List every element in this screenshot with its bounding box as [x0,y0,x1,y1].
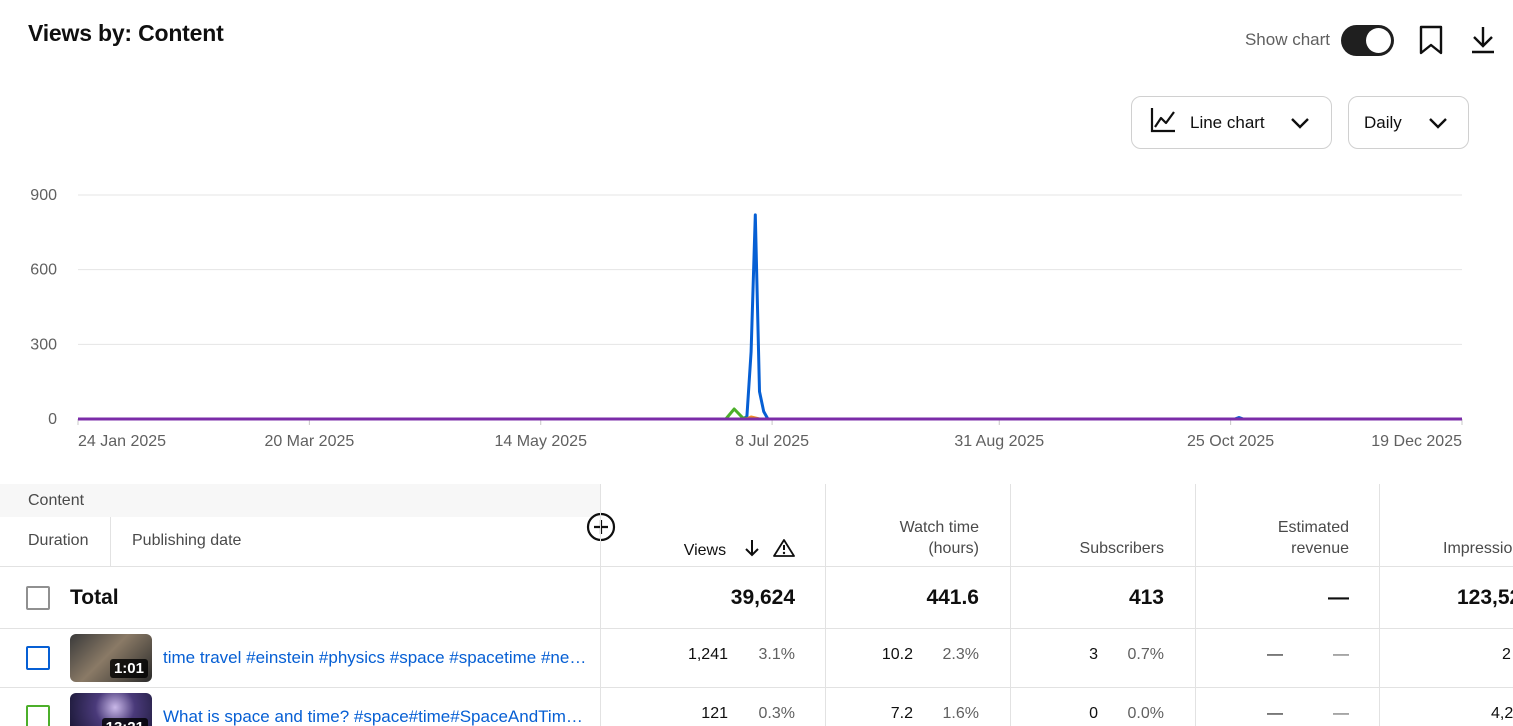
arrow-down-icon [743,538,761,564]
period-dropdown[interactable]: Daily [1348,96,1469,149]
row-checkbox[interactable] [26,646,50,670]
chevron-down-icon [1427,112,1449,139]
views-line-chart: 900 600 300 0 24 Jan 2025 20 Mar 2025 14 May 2… [30,187,1463,450]
watch-time-header[interactable]: Watch time (hours) [899,519,979,557]
video-duration: 1:01 [109,659,148,678]
column-divider [1379,484,1380,726]
duration-header[interactable]: Duration [28,532,89,549]
content-table: Content Duration Publishing date Views W… [0,484,1513,726]
total-revenue: — [1328,586,1349,609]
row-revenue-pct: — [1333,646,1349,663]
row-views: 1,241 [687,646,728,663]
warning-icon[interactable] [773,538,795,564]
x-tick-label: 8 Jul 2025 [735,433,809,450]
chevron-down-icon [1289,112,1311,139]
video-title-link[interactable]: What is space and time? #space#time#Spac… [163,707,591,726]
video-thumbnail[interactable]: 1:01 [70,634,152,682]
x-tick-label: 19 Dec 2025 [1371,433,1462,450]
row-impressions: 2 [1502,646,1511,663]
impressions-header[interactable]: Impressions [1443,540,1513,557]
content-column-header: Content [28,492,85,509]
row-watch-time: 7.2 [890,705,913,722]
show-chart-toggle[interactable] [1341,24,1394,56]
select-all-checkbox[interactable] [26,586,50,610]
x-tick-label: 25 Oct 2025 [1187,433,1274,450]
total-label: Total [70,586,119,609]
row-views-pct: 0.3% [758,705,795,722]
download-icon[interactable] [1468,23,1498,57]
row-views: 121 [701,705,728,722]
row-subscribers: 0 [1089,705,1098,722]
subscribers-header[interactable]: Subscribers [1079,540,1164,557]
column-divider [600,484,601,726]
video-thumbnail[interactable]: 13:21 [70,693,152,726]
row-revenue: — [1267,705,1283,722]
x-tick-label: 14 May 2025 [494,433,587,450]
row-divider [0,628,1513,629]
total-impressions: 123,52 [1457,586,1513,609]
row-subs-pct: 0.7% [1127,646,1164,663]
row-watch-time: 10.2 [881,646,913,663]
row-revenue-pct: — [1333,705,1349,722]
row-subscribers: 3 [1089,646,1098,663]
show-chart-label: Show chart [1244,30,1330,49]
y-tick-label: 0 [48,411,57,428]
total-views: 39,624 [730,586,795,609]
x-tick-label: 31 Aug 2025 [954,433,1044,450]
y-tick-label: 900 [30,187,57,204]
views-header-label: Views [683,542,727,560]
total-subscribers: 413 [1128,586,1164,609]
row-checkbox[interactable] [26,705,50,726]
header-divider [110,517,111,566]
toggle-knob [1366,27,1391,53]
row-divider [0,687,1513,688]
video-duration: 13:21 [101,718,148,726]
x-tick-label: 24 Jan 2025 [78,433,166,450]
row-watch-pct: 1.6% [942,705,979,722]
column-divider [825,484,826,726]
row-subs-pct: 0.0% [1127,705,1164,722]
estimated-revenue-header[interactable]: Estimated revenue [1277,519,1349,557]
video-title-link[interactable]: time travel #einstein #physics #space #s… [163,648,591,667]
row-watch-pct: 2.3% [942,646,979,663]
y-tick-label: 300 [30,336,57,353]
row-divider [0,566,1513,567]
top-controls: Show chart [1245,20,1513,60]
x-tick-label: 20 Mar 2025 [264,433,354,450]
line-chart-icon [1149,106,1177,139]
row-impressions: 4,2 [1491,705,1513,722]
views-header[interactable]: Views [620,538,795,564]
column-divider [1195,484,1196,726]
publishing-date-header[interactable]: Publishing date [132,532,242,549]
column-divider [1010,484,1011,726]
chart-type-label: Line chart [1190,112,1265,132]
y-tick-label: 600 [30,262,57,279]
page-title: Views by: Content [28,20,224,46]
series-line [78,213,1462,421]
content-header-band [0,484,601,517]
add-column-icon[interactable] [586,512,616,542]
total-watch-time: 441.6 [926,586,979,609]
chart-type-dropdown[interactable]: Line chart [1131,96,1332,149]
period-label: Daily [1364,112,1402,132]
bookmark-icon[interactable] [1416,23,1446,57]
row-revenue: — [1267,646,1283,663]
row-views-pct: 3.1% [758,646,795,663]
